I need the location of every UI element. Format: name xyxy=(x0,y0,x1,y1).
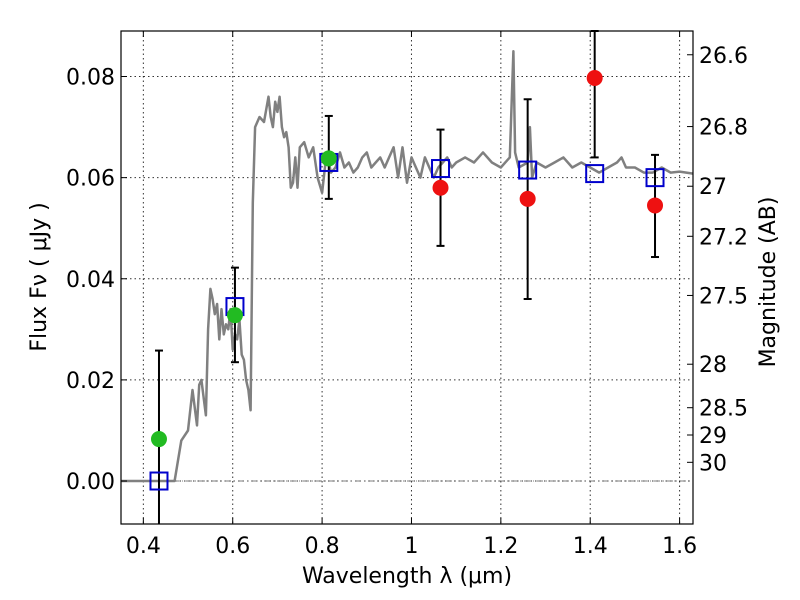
model-photometry-square xyxy=(149,471,169,491)
grid-lines xyxy=(121,31,693,524)
axis-ticks xyxy=(121,31,693,524)
right-axis-label: Magnitude (AB) xyxy=(756,197,781,368)
right-tick-label: 26.6 xyxy=(699,44,748,69)
y-tick-label: 0.04 xyxy=(66,268,115,293)
right-tick-label: 29 xyxy=(699,424,727,449)
right-tick-label: 28 xyxy=(699,353,727,378)
model-sed-line xyxy=(121,49,694,483)
y-tick-label: 0.06 xyxy=(66,167,115,192)
red-data-point xyxy=(432,179,449,196)
x-tick-label: 1.6 xyxy=(662,534,697,559)
y-tick-label: 0.02 xyxy=(66,369,115,394)
plot-area xyxy=(121,30,694,524)
right-tick-label: 30 xyxy=(699,451,727,476)
tick-labels: 0.4 0.6 0.8 1 1.2 1.4 1.6 0.00 0.02 0.04 0.06 0.08 2… xyxy=(66,44,748,559)
model-photometry-square xyxy=(518,160,538,180)
red-data-point xyxy=(647,197,664,214)
model-photometry-square xyxy=(431,159,451,179)
x-tick-label: 1.4 xyxy=(573,534,608,559)
right-tick-label: 27 xyxy=(699,175,727,200)
x-tick-label: 1 xyxy=(404,534,418,559)
x-tick-label: 0.8 xyxy=(305,534,340,559)
x-tick-label: 0.4 xyxy=(126,534,161,559)
right-tick-label: 28.5 xyxy=(699,397,748,422)
right-tick-label: 27.2 xyxy=(699,225,748,250)
x-tick-label: 1.2 xyxy=(483,534,518,559)
red-data-point xyxy=(586,70,603,87)
x-axis-label: Wavelength λ (μm) xyxy=(302,564,512,589)
plot-frame xyxy=(120,30,694,525)
model-photometry-square xyxy=(645,168,665,188)
right-tick-label: 27.5 xyxy=(699,284,748,309)
model-photometry-square xyxy=(585,164,605,184)
green-data-point xyxy=(150,431,167,448)
red-data-point xyxy=(519,190,536,207)
green-data-point xyxy=(320,150,337,167)
error-bar xyxy=(590,30,599,159)
x-tick-label: 0.6 xyxy=(215,534,250,559)
y-axis-label: Flux Fν ( μJy ) xyxy=(27,202,52,351)
right-tick-label: 26.8 xyxy=(699,116,748,141)
y-tick-label: 0.00 xyxy=(66,470,115,495)
green-data-point xyxy=(226,307,243,324)
y-tick-label: 0.08 xyxy=(66,66,115,91)
